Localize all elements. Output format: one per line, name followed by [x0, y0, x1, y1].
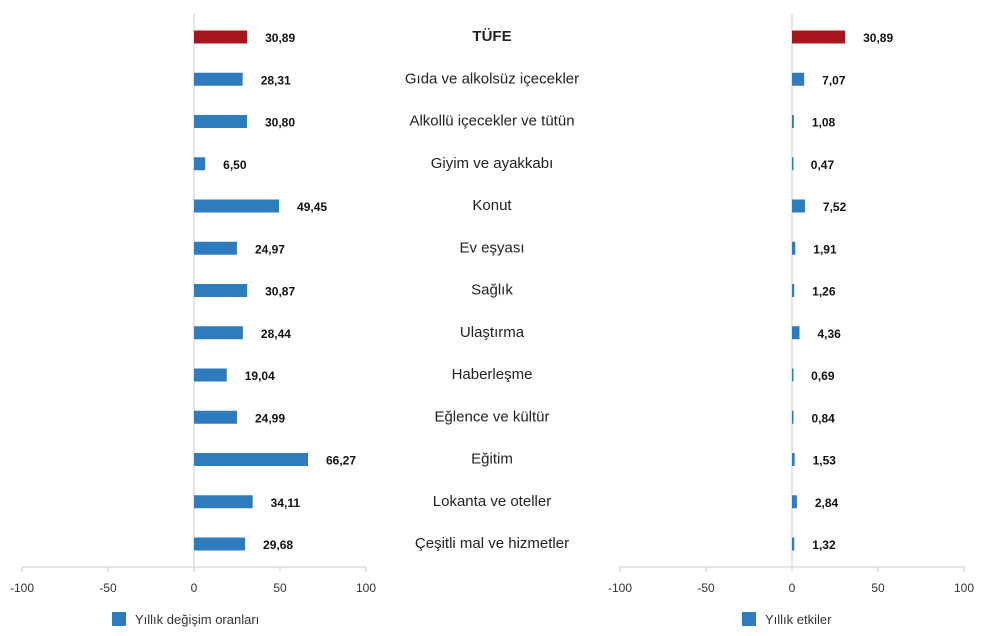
x-tick-label: -50: [99, 581, 117, 595]
category-label: Çeşitli mal ve hizmetler: [415, 535, 569, 552]
bar: [194, 368, 227, 382]
x-tick-label: 100: [954, 581, 974, 595]
category-label: Giyim ve ayakkabı: [431, 155, 554, 172]
category-label: Konut: [472, 197, 512, 214]
value-label: 49,45: [297, 200, 327, 214]
value-label: 7,52: [823, 200, 847, 214]
value-label: 34,11: [271, 496, 301, 510]
category-label: Ulaştırma: [460, 324, 525, 341]
x-tick-label: 50: [871, 581, 885, 595]
value-label: 30,87: [265, 285, 295, 299]
x-tick-label: 100: [356, 581, 376, 595]
value-label: 0,47: [811, 158, 835, 172]
bar: [194, 537, 246, 551]
bar: [792, 241, 796, 255]
bar: [194, 326, 243, 340]
value-label: 28,44: [261, 327, 291, 341]
value-label: 30,89: [863, 31, 893, 45]
value-label: 24,97: [255, 242, 285, 256]
value-label: 1,53: [813, 454, 837, 468]
value-label: 66,27: [326, 454, 356, 468]
bar: [194, 284, 248, 297]
value-label: 30,80: [265, 116, 295, 130]
category-label: Haberleşme: [452, 366, 533, 383]
x-tick-label: -100: [10, 581, 34, 595]
value-label: 28,31: [261, 73, 291, 87]
value-label: 0,69: [811, 369, 835, 383]
bar: [792, 115, 794, 128]
bar: [792, 537, 795, 551]
x-tick-label: 50: [273, 581, 287, 595]
category-label: Sağlık: [471, 282, 513, 299]
value-label: 2,84: [815, 496, 839, 510]
value-label: 30,89: [265, 31, 295, 45]
bar: [194, 115, 247, 128]
bar: [792, 199, 805, 213]
bar: [194, 30, 248, 44]
bar: [792, 157, 794, 171]
category-label: Ev eşyası: [459, 239, 524, 256]
value-label: 24,99: [255, 411, 285, 425]
annual-effect-panel: -100 -50 0 50 100 30,89 7,07 1,08 0,47 7,52 1,91 1,…: [608, 14, 974, 627]
bar: [792, 284, 795, 297]
bar: [194, 410, 237, 424]
bar: [792, 326, 800, 340]
x-tick-label: -100: [608, 581, 632, 595]
bar: [194, 453, 308, 466]
value-label: 1,26: [812, 285, 836, 299]
legend-swatch: [112, 612, 126, 626]
bar: [792, 495, 797, 509]
bar: [792, 30, 846, 44]
value-label: 7,07: [822, 73, 846, 87]
bar: [194, 241, 237, 255]
value-label: 19,04: [245, 369, 275, 383]
category-label: Gıda ve alkolsüz içecekler: [405, 70, 579, 87]
x-tick-label: 0: [789, 581, 796, 595]
value-label: 6,50: [223, 158, 247, 172]
bar: [194, 495, 253, 509]
annual-change-panel: -100 -50 0 50 100 30,89 28,31 30,80 6,50 49,45 24,…: [10, 14, 376, 627]
value-label: 1,08: [812, 116, 836, 130]
bar: [194, 72, 243, 86]
value-label: 4,36: [817, 327, 841, 341]
bar: [194, 199, 280, 213]
legend-swatch: [742, 612, 756, 626]
category-label: Eğitim: [471, 451, 513, 468]
bar: [792, 72, 805, 86]
bar: [792, 368, 794, 382]
x-tick-label: 0: [191, 581, 198, 595]
value-label: 29,68: [263, 538, 293, 552]
category-label: Alkollü içecekler ve tütün: [409, 113, 574, 130]
legend-label: Yıllık etkiler: [765, 612, 832, 627]
category-label: Lokanta ve oteller: [433, 493, 551, 510]
value-label: 1,91: [813, 242, 837, 256]
bar: [194, 157, 206, 171]
category-label: TÜFE: [472, 28, 511, 45]
value-label: 1,32: [812, 538, 836, 552]
bar: [792, 410, 794, 424]
legend-label: Yıllık değişim oranları: [135, 612, 259, 627]
value-label: 0,84: [811, 411, 835, 425]
x-tick-label: -50: [697, 581, 715, 595]
category-label: Eğlence ve kültür: [434, 408, 549, 425]
bar: [792, 453, 795, 466]
